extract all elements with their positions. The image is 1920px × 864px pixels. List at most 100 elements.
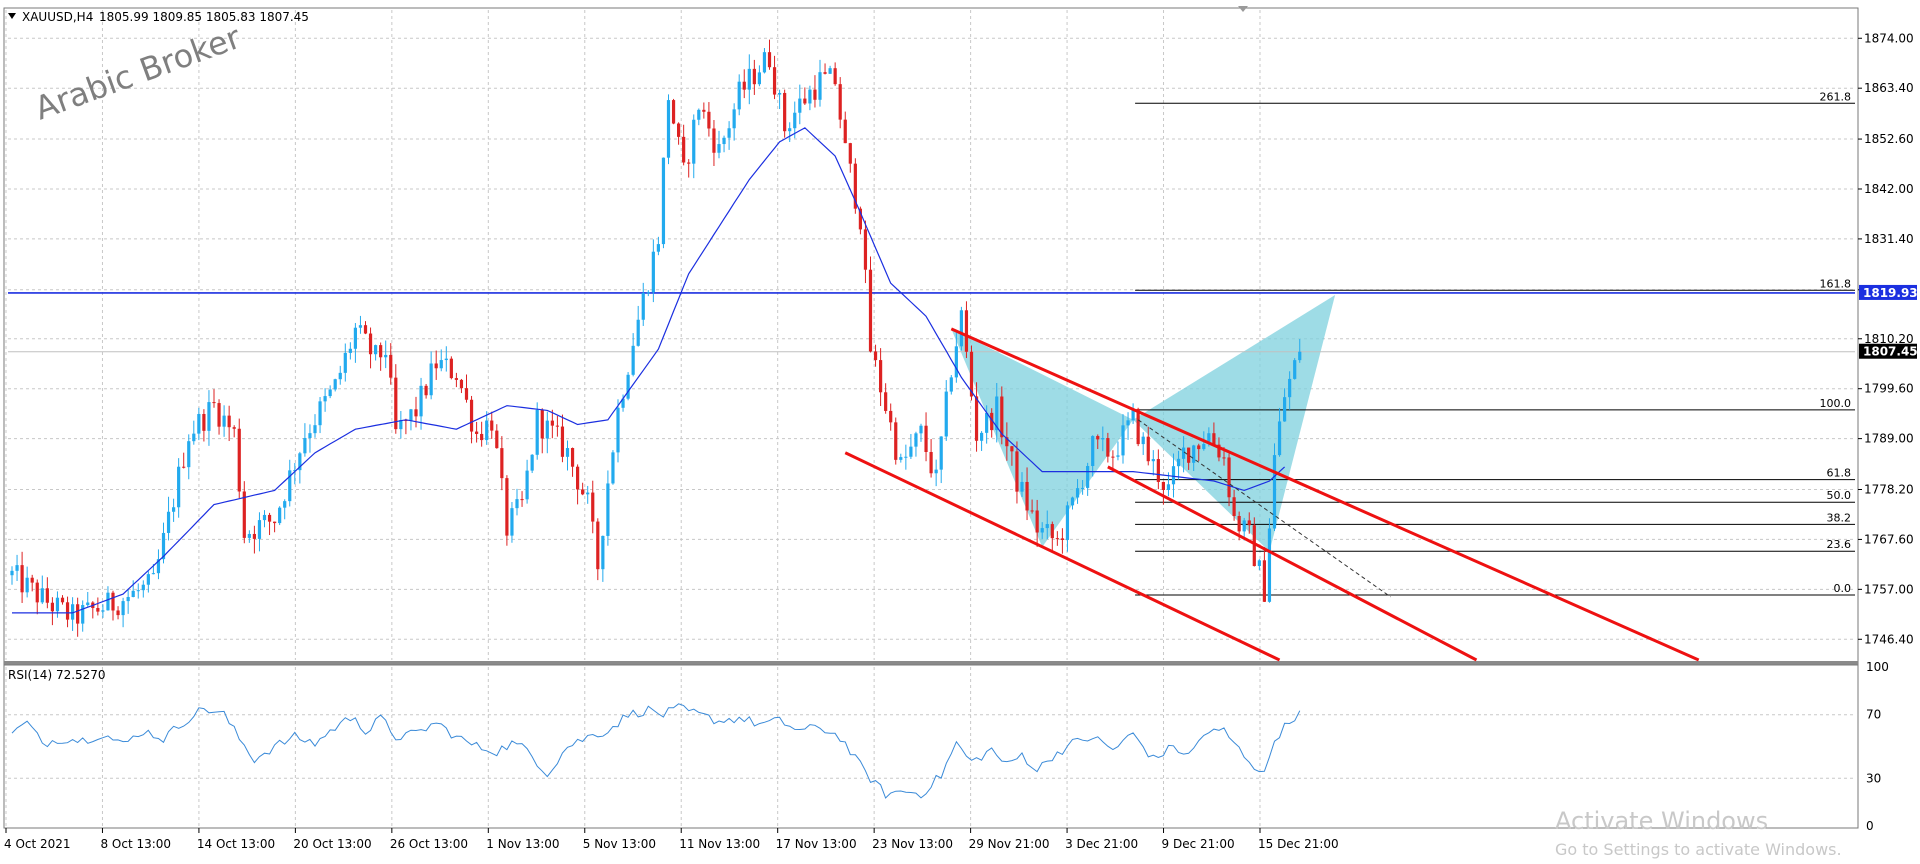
rsi-label: RSI(14) 72.5270 bbox=[8, 668, 106, 682]
candle-bear bbox=[1212, 433, 1216, 445]
candle-bull bbox=[308, 433, 312, 438]
y-tick-label: 1852.60 bbox=[1864, 132, 1914, 146]
candle-bear bbox=[1111, 456, 1115, 458]
candle-bull bbox=[535, 409, 539, 455]
rsi-line bbox=[11, 703, 1301, 799]
fib-level-label: 261.8 bbox=[1820, 90, 1852, 103]
channel-line[interactable] bbox=[950, 327, 1700, 662]
candle-bull bbox=[641, 293, 645, 320]
candle-bull bbox=[323, 396, 327, 402]
x-tick-label: 14 Oct 13:00 bbox=[197, 837, 275, 851]
candle-bull bbox=[25, 577, 29, 593]
candle-bear bbox=[449, 358, 453, 379]
candle-bull bbox=[515, 499, 519, 509]
candle-bull bbox=[1040, 528, 1044, 533]
candle-bull bbox=[525, 470, 529, 500]
candle-bull bbox=[257, 520, 262, 539]
candle-bear bbox=[1222, 457, 1226, 459]
candle-bear bbox=[1217, 444, 1221, 458]
candles bbox=[10, 39, 1302, 637]
y-tick-label: 1746.40 bbox=[1864, 632, 1914, 646]
x-tick-label: 15 Dec 21:00 bbox=[1258, 837, 1339, 851]
y-tick-label: 1831.40 bbox=[1864, 232, 1914, 246]
candle-bull bbox=[959, 310, 963, 347]
candle-bear bbox=[1156, 459, 1160, 482]
candle-bear bbox=[459, 379, 464, 389]
candle-bull bbox=[1277, 421, 1282, 456]
candle-bull bbox=[954, 346, 958, 378]
candle-bear bbox=[394, 377, 398, 430]
candle-bull bbox=[1070, 497, 1075, 506]
candle-bear bbox=[576, 466, 580, 490]
candle-bull bbox=[778, 92, 782, 95]
candle-bull bbox=[136, 590, 140, 592]
candle-bull bbox=[934, 469, 938, 474]
candle-bear bbox=[555, 425, 559, 427]
candle-bull bbox=[409, 409, 413, 421]
candle-bull bbox=[419, 385, 423, 417]
candle-bull bbox=[10, 570, 14, 576]
candle-bull bbox=[172, 507, 176, 512]
candle-bear bbox=[712, 128, 716, 153]
candle-bull bbox=[798, 98, 802, 113]
candle-bull bbox=[197, 413, 201, 434]
y-tick-label: 1799.60 bbox=[1864, 382, 1914, 396]
shift-marker-icon[interactable] bbox=[1238, 6, 1248, 12]
candle-bull bbox=[530, 454, 534, 471]
channel-line[interactable] bbox=[1107, 465, 1478, 662]
candle-bull bbox=[358, 325, 363, 328]
symbol-label: XAUUSD,H4 bbox=[22, 10, 93, 24]
candle-bear bbox=[1035, 510, 1039, 533]
candle-bull bbox=[353, 327, 357, 349]
x-tick-label: 23 Nov 13:00 bbox=[872, 837, 953, 851]
trend-line-dashed[interactable] bbox=[1137, 419, 1391, 598]
y-tick-label: 1767.60 bbox=[1864, 532, 1914, 546]
candle-bear bbox=[853, 163, 857, 209]
candle-bull bbox=[1176, 458, 1181, 467]
candle-bear bbox=[560, 426, 565, 457]
y-tick-label: 1778.20 bbox=[1864, 482, 1914, 496]
candle-bull bbox=[288, 470, 292, 502]
rsi-tick-label: 70 bbox=[1866, 708, 1881, 722]
candle-bull bbox=[177, 466, 181, 508]
candle-bull bbox=[1020, 481, 1024, 492]
channel-line[interactable] bbox=[844, 451, 1281, 662]
candle-bull bbox=[818, 72, 822, 100]
x-tick-label: 4 Oct 2021 bbox=[4, 837, 71, 851]
candle-bull bbox=[1081, 487, 1085, 489]
candle-bear bbox=[596, 521, 600, 570]
candle-bull bbox=[661, 157, 666, 245]
x-tick-label: 11 Nov 13:00 bbox=[679, 837, 760, 851]
candle-bull bbox=[621, 398, 625, 408]
y-tick-label: 1810.20 bbox=[1864, 332, 1914, 346]
x-tick-label: 20 Oct 13:00 bbox=[293, 837, 371, 851]
candle-bull bbox=[101, 610, 105, 612]
pane-separator[interactable] bbox=[4, 661, 1858, 665]
price-tag-text: 1819.93 bbox=[1863, 286, 1918, 300]
candle-bear bbox=[889, 410, 893, 423]
candle-bull bbox=[1091, 436, 1095, 467]
candle-bull bbox=[545, 420, 549, 439]
candle-bull bbox=[313, 425, 317, 434]
candle-bull bbox=[40, 588, 44, 603]
candle-bear bbox=[848, 143, 852, 164]
candle-bear bbox=[1247, 520, 1251, 526]
candle-bear bbox=[1161, 481, 1165, 490]
candle-bull bbox=[131, 590, 135, 597]
candle-bear bbox=[202, 413, 206, 431]
candle-bear bbox=[1055, 538, 1059, 540]
dropdown-triangle-icon[interactable] bbox=[8, 13, 16, 19]
candle-bear bbox=[813, 89, 817, 100]
candle-bear bbox=[404, 420, 408, 422]
candle-bear bbox=[868, 269, 873, 352]
candle-bear bbox=[480, 433, 484, 441]
candle-bull bbox=[914, 433, 918, 447]
candle-bear bbox=[833, 68, 837, 85]
candle-bull bbox=[141, 584, 145, 591]
candle-bull bbox=[1101, 438, 1105, 440]
candle-bull bbox=[510, 508, 514, 536]
candle-bull bbox=[333, 379, 337, 390]
candle-bear bbox=[505, 478, 509, 536]
candle-bull bbox=[808, 89, 812, 104]
